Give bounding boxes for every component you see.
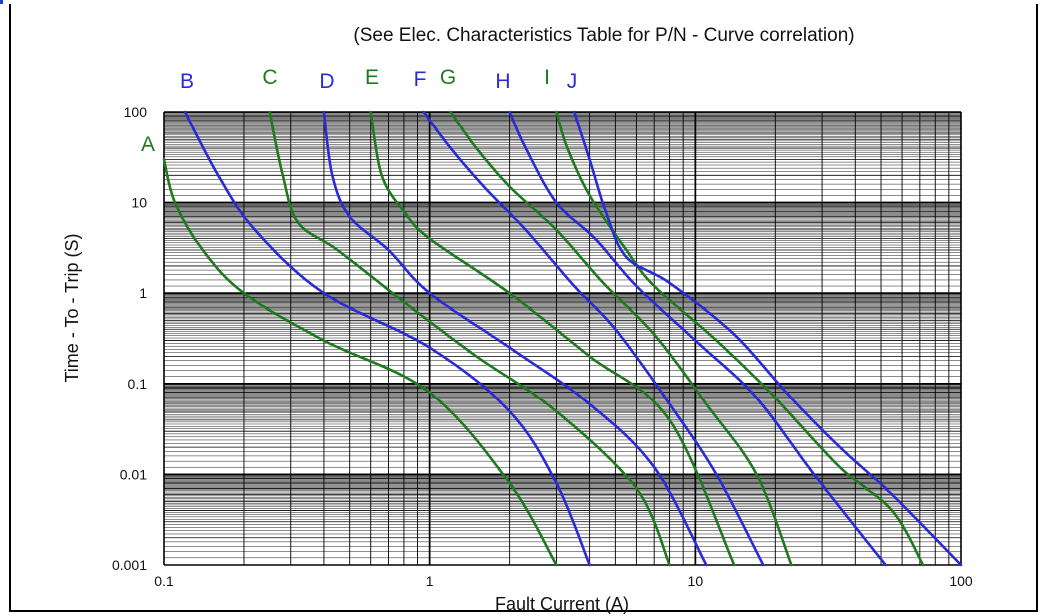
x-tick-label: 1 (426, 573, 434, 589)
curve-label-a: A (141, 133, 155, 156)
curve-label-h: H (495, 70, 510, 93)
curve-label-j: J (567, 70, 578, 93)
y-tick-label: 100 (124, 104, 148, 120)
x-tick-label: 0.1 (154, 573, 174, 589)
grid (163, 111, 962, 566)
x-axis-label: Fault Current (A) (495, 594, 629, 614)
curve-label-e: E (365, 66, 379, 89)
curve-d (322, 110, 708, 567)
curve-label-c: C (262, 66, 277, 89)
chart-subtitle: (See Elec. Characteristics Table for P/N… (353, 25, 854, 46)
corner-mark (0, 0, 3, 4)
x-tick-label: 10 (688, 573, 704, 589)
curve-label-d: D (319, 70, 334, 93)
curve-label-i: I (544, 66, 550, 89)
y-tick-label: 10 (131, 195, 147, 211)
curve-label-g: G (440, 66, 456, 89)
curve-e (369, 110, 736, 567)
chart-frame (9, 4, 1038, 612)
curve-b (183, 110, 591, 567)
curve-c (268, 110, 671, 567)
y-tick-label: 0.1 (128, 376, 148, 392)
y-axis-label: Time - To - Trip (S) (62, 233, 82, 382)
curve-i (555, 110, 925, 567)
trip-curves (162, 110, 963, 567)
y-tick-label: 0.001 (112, 557, 147, 573)
curve-g (449, 110, 793, 567)
curve-a (162, 158, 558, 567)
y-tick-label: 0.01 (120, 466, 147, 482)
curve-labels: A B C D E F G H I J (141, 66, 577, 156)
curve-label-b: B (180, 70, 194, 93)
tick-labels: 0.1 1 10 100 100 10 1 0.1 0.01 0.001 (112, 104, 973, 589)
curve-f (422, 110, 765, 567)
x-tick-label: 100 (949, 573, 973, 589)
y-tick-label: 1 (139, 285, 147, 301)
curve-label-f: F (414, 68, 427, 91)
curve-h (508, 110, 887, 567)
curve-j (572, 110, 963, 567)
